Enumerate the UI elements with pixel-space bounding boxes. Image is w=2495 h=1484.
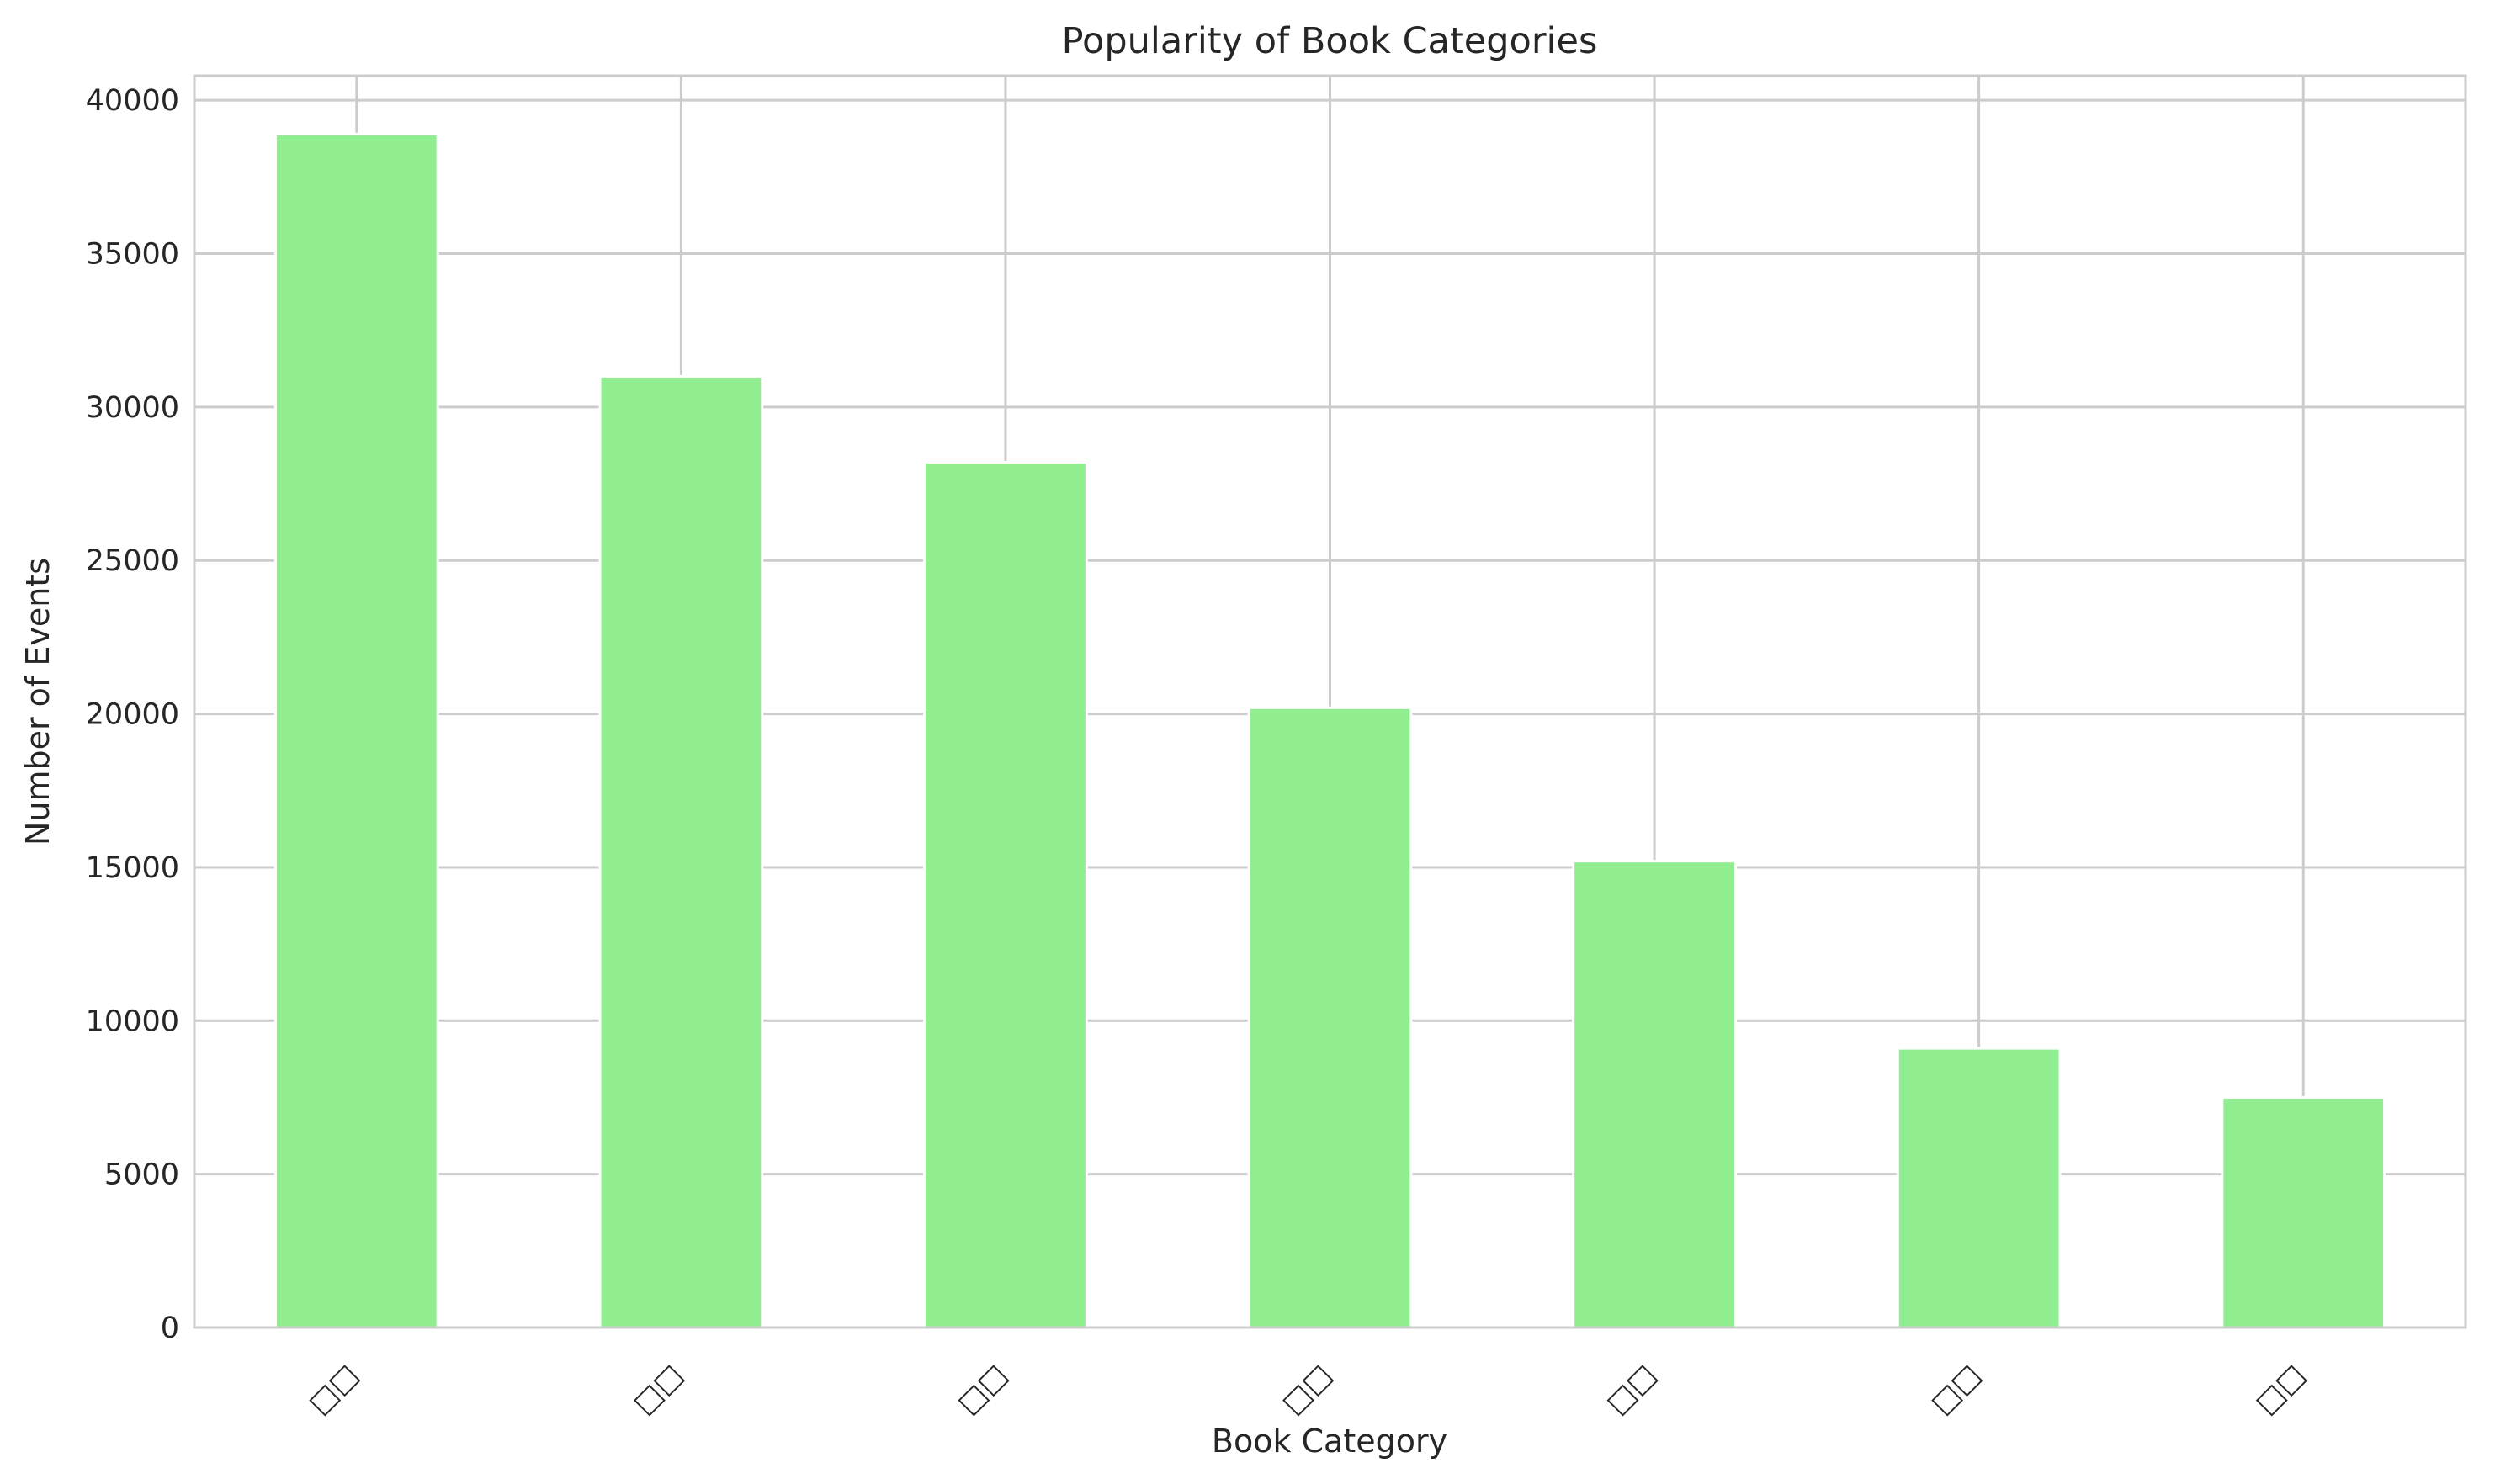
y-tick-label: 25000 bbox=[86, 544, 179, 578]
y-tick-label: 0 bbox=[161, 1312, 179, 1345]
bar bbox=[2221, 1095, 2386, 1329]
plot-frame bbox=[193, 74, 2467, 1329]
bar bbox=[273, 132, 439, 1329]
y-tick-label: 10000 bbox=[86, 1004, 179, 1038]
x-tick-label: □□ bbox=[627, 1358, 690, 1421]
chart-title: Popularity of Book Categories bbox=[1062, 20, 1598, 62]
y-tick-label: 20000 bbox=[86, 698, 179, 732]
x-tick-label: □□ bbox=[1924, 1358, 1988, 1421]
bar bbox=[923, 461, 1088, 1329]
y-tick-label: 40000 bbox=[86, 84, 179, 118]
y-tick-label: 15000 bbox=[86, 851, 179, 885]
y-tick-label: 35000 bbox=[86, 238, 179, 272]
x-tick-label: □□ bbox=[302, 1358, 365, 1421]
bar bbox=[1247, 706, 1413, 1329]
bars bbox=[273, 132, 2386, 1329]
y-tick-labels: 0 5000 10000 15000 20000 25000 30000 35000 40000 bbox=[86, 84, 179, 1345]
x-tick-label: □□ bbox=[951, 1358, 1014, 1421]
y-axis-label: Number of Events bbox=[19, 558, 56, 845]
bar bbox=[1572, 860, 1737, 1329]
y-tick-label: 30000 bbox=[86, 391, 179, 425]
bar bbox=[1896, 1047, 2062, 1329]
x-axis-label: Book Category bbox=[1212, 1423, 1447, 1460]
x-tick-label: □□ bbox=[2249, 1358, 2312, 1421]
x-tick-label: □□ bbox=[1276, 1358, 1339, 1421]
x-tick-label: □□ bbox=[1600, 1358, 1663, 1421]
x-tick-labels: □□ □□ □□ □□ □□ □□ □□ bbox=[302, 1358, 2312, 1421]
bar bbox=[598, 374, 764, 1329]
y-tick-label: 5000 bbox=[104, 1158, 179, 1192]
